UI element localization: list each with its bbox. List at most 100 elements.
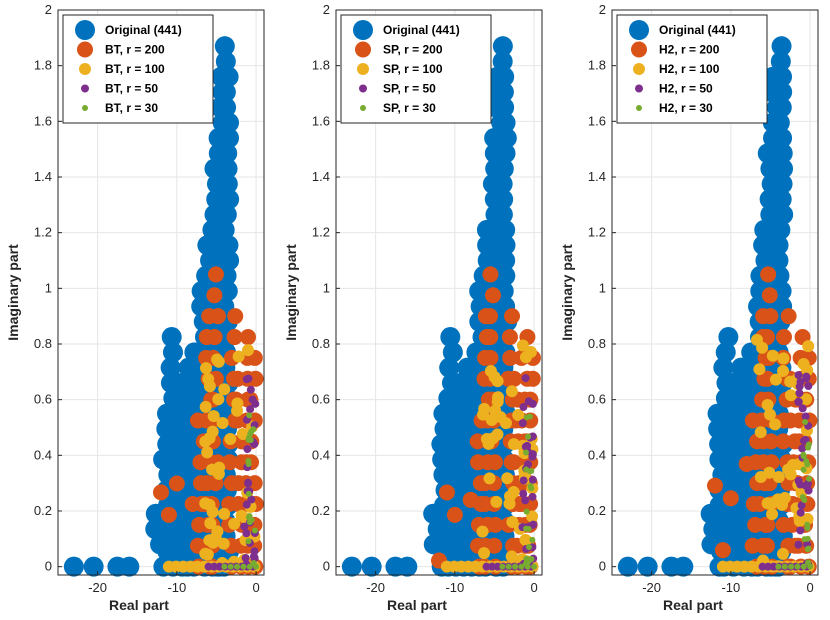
data-point <box>438 484 455 501</box>
data-point <box>211 525 224 538</box>
y-tick-label: 0.8 <box>588 336 606 351</box>
data-point <box>247 370 264 387</box>
data-point <box>145 503 166 524</box>
data-point <box>804 382 813 391</box>
data-point <box>806 475 813 482</box>
data-point <box>804 486 813 495</box>
axes-box <box>611 9 819 576</box>
y-tick-label: 0.6 <box>34 392 52 407</box>
y-tick-label: 1.4 <box>588 169 606 184</box>
data-point <box>191 516 208 533</box>
legend-marker <box>629 20 649 40</box>
x-tick-label: -10 <box>721 580 740 595</box>
data-point <box>525 433 532 440</box>
data-point <box>637 556 658 577</box>
data-point <box>788 563 795 570</box>
data-point <box>440 327 461 348</box>
data-point <box>214 36 235 57</box>
data-point <box>488 562 497 571</box>
data-point <box>796 508 805 517</box>
data-point <box>156 418 177 439</box>
data-point <box>248 395 257 404</box>
data-point <box>491 112 512 133</box>
data-point <box>434 418 455 439</box>
data-point <box>470 454 487 471</box>
data-point <box>462 491 479 508</box>
legend-entry: SP, r = 200 <box>383 43 443 57</box>
data-point <box>745 496 762 513</box>
data-point <box>505 550 518 563</box>
y-tick-label: 1 <box>323 280 330 295</box>
data-point <box>512 409 525 422</box>
legend-entry: Original (441) <box>383 23 460 37</box>
data-point <box>715 388 736 409</box>
data-point <box>482 173 503 194</box>
data-point <box>427 519 448 540</box>
y-tick-label: 2 <box>323 2 330 17</box>
data-point <box>246 513 253 520</box>
x-axis-label: Real part <box>387 597 447 613</box>
data-point <box>226 329 243 346</box>
data-point <box>157 434 178 455</box>
data-point <box>442 342 463 363</box>
data-point <box>521 496 530 505</box>
axes-box <box>57 9 265 576</box>
y-tick-label: 0.8 <box>34 336 52 351</box>
data-point <box>221 454 238 471</box>
data-point <box>476 219 497 240</box>
legend-marker <box>79 63 91 75</box>
data-point <box>761 398 774 411</box>
data-point <box>212 393 225 406</box>
data-point <box>199 435 212 448</box>
data-point <box>519 351 532 364</box>
data-point <box>200 362 213 375</box>
data-point <box>246 475 263 492</box>
data-point <box>160 372 181 393</box>
data-point <box>439 357 460 378</box>
legend-marker <box>355 41 371 58</box>
data-point <box>744 412 761 429</box>
legend-marker <box>82 105 88 111</box>
subplot-3: -20 -10 0 0 0.2 0.4 0.6 0.8 1 1.2 1.4 1.6 1.8 2 Real p… <box>559 2 819 613</box>
y-tick-label: 1.4 <box>312 169 330 184</box>
data-point <box>762 66 783 87</box>
series-5 <box>499 413 538 570</box>
data-point <box>477 308 494 325</box>
data-point <box>802 372 811 381</box>
data-point <box>507 486 520 499</box>
data-point <box>432 449 453 470</box>
data-point <box>482 266 499 283</box>
data-point <box>227 308 244 325</box>
data-point <box>203 380 216 393</box>
data-point <box>484 128 505 149</box>
data-point <box>208 143 229 164</box>
data-point <box>235 509 248 522</box>
legend-entry: SP, r = 50 <box>383 82 436 96</box>
data-point <box>433 403 454 424</box>
data-point <box>794 371 803 380</box>
data-point <box>487 66 508 87</box>
data-point <box>775 329 792 346</box>
x-tick-label: 0 <box>530 580 537 595</box>
data-point <box>528 555 535 562</box>
data-point <box>457 357 478 378</box>
y-tick-label: 0.2 <box>312 503 330 518</box>
data-point <box>476 525 489 538</box>
data-point <box>528 399 537 408</box>
y-tick-label: 0.6 <box>588 392 606 407</box>
data-point <box>798 404 807 413</box>
data-point <box>162 342 183 363</box>
data-point <box>521 374 530 383</box>
data-point <box>484 143 505 164</box>
data-point <box>760 158 781 179</box>
data-point <box>523 449 530 456</box>
data-point <box>772 470 785 483</box>
data-point <box>771 36 792 57</box>
data-point <box>518 563 525 570</box>
data-point <box>163 388 184 409</box>
data-point <box>801 497 808 504</box>
data-point <box>489 404 502 417</box>
data-point <box>204 517 217 530</box>
data-point <box>716 372 737 393</box>
y-tick-label: 1.2 <box>34 225 52 240</box>
